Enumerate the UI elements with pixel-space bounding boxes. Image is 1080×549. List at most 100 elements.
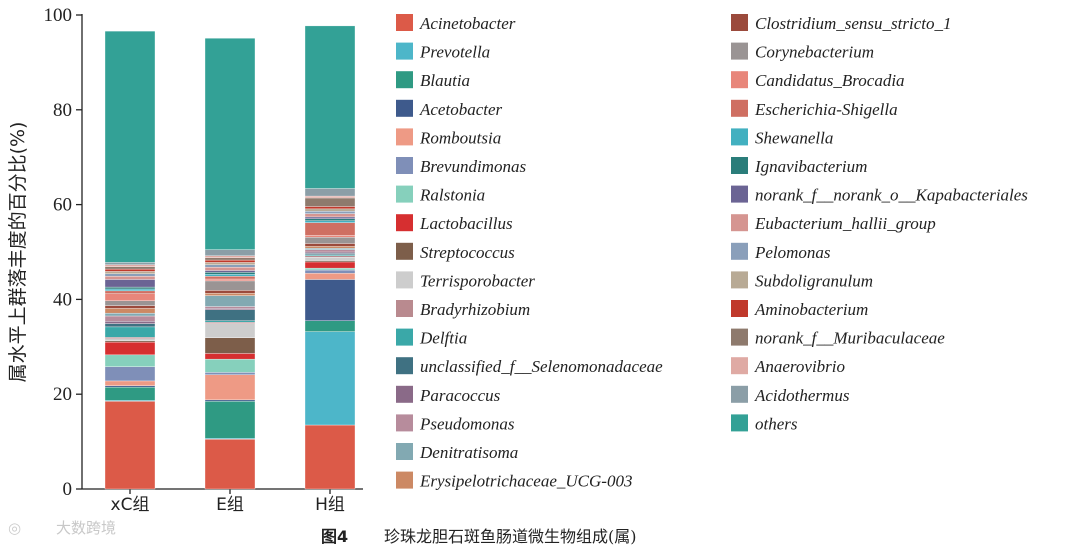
y-tick-label: 20: [53, 384, 72, 405]
bar-segment: [204, 280, 256, 291]
bar-segment: [304, 243, 356, 247]
legend-label: Ralstonia: [419, 186, 485, 205]
bar-segment: [104, 268, 156, 272]
bar-segment: [104, 340, 156, 343]
bar-segment: [204, 272, 256, 275]
bar-segment: [204, 309, 256, 321]
bar-segment: [104, 326, 156, 338]
legend-swatch: [396, 271, 413, 289]
legend-label: Romboutsia: [419, 128, 501, 147]
bar-segment: [304, 273, 356, 280]
legend-label: Bradyrhizobium: [420, 300, 530, 319]
bar-segment: [304, 257, 356, 261]
bar-segment: [104, 354, 156, 367]
legend-label: Corynebacterium: [755, 43, 874, 62]
bar-segment: [204, 353, 256, 360]
bar-segment: [204, 295, 256, 307]
bar-segment: [104, 262, 156, 265]
bar-segment: [304, 222, 356, 236]
bar-segment: [204, 439, 256, 490]
legend-swatch: [396, 128, 413, 146]
legend-label: norank_f__norank_o__Kapabacteriales: [755, 186, 1028, 205]
bar-segment: [204, 264, 256, 268]
bar-segment: [204, 257, 256, 261]
bar-segment: [104, 338, 156, 341]
legend-label: Aminobacterium: [754, 300, 868, 319]
legend-swatch: [731, 71, 748, 89]
bar-segment: [104, 273, 156, 277]
legend-label: Pseudomonas: [419, 414, 515, 433]
bar-segment: [104, 264, 156, 267]
bar-segment: [304, 249, 356, 253]
legend-swatch: [396, 443, 413, 460]
watermark-icon: ◎: [8, 519, 21, 537]
legend-label: Streptococcus: [420, 243, 515, 262]
bar-segment: [204, 278, 256, 282]
bar-segment: [104, 286, 156, 290]
bar-segment: [204, 275, 256, 280]
bar-segment: [204, 38, 256, 250]
bar-segment: [104, 300, 156, 306]
bar-segment: [104, 337, 156, 339]
legend-label: Candidatus_Brocadia: [755, 71, 905, 90]
legend-label: Subdoligranulum: [755, 271, 873, 290]
legend-label: Ignavibacterium: [754, 157, 867, 176]
legend-label: norank_f__Muribaculaceae: [755, 329, 945, 348]
bar-segment: [304, 424, 356, 490]
legend-label: others: [755, 414, 798, 433]
bar-segment: [204, 358, 256, 373]
y-tick-label: 40: [53, 289, 72, 310]
legend-swatch: [396, 14, 413, 31]
bar-segment: [304, 248, 356, 250]
bar-segment: [104, 312, 156, 317]
bar-segment: [304, 220, 356, 223]
bar-segment: [304, 197, 356, 207]
bar-segment: [104, 288, 156, 292]
bar-segment: [304, 25, 356, 189]
bar-segment: [104, 385, 156, 388]
legend-swatch: [396, 71, 413, 89]
bar-segment: [104, 380, 156, 386]
legend-label: Paracoccus: [419, 386, 501, 405]
legend-swatch: [731, 14, 748, 31]
legend-swatch: [731, 157, 748, 174]
legend-swatch: [731, 99, 748, 117]
x-category-label: E组: [216, 495, 244, 515]
legend-label: Erysipelotrichaceae_UCG-003: [419, 472, 632, 491]
legend-label: Clostridium_sensu_stricto_1: [755, 14, 951, 33]
caption-text: 珍珠龙胆石斑鱼肠道微生物组成(属): [384, 527, 637, 546]
bar-segment: [204, 320, 256, 323]
legend-label: Acetobacter: [419, 100, 503, 119]
bar-segment: [104, 293, 156, 301]
bar-segment: [304, 267, 356, 271]
y-tick-label: 60: [53, 195, 72, 216]
legend-label: Denitratisoma: [419, 443, 518, 462]
legend-swatch: [396, 185, 413, 203]
legend-swatch: [396, 357, 413, 375]
bar-segment: [204, 323, 256, 338]
y-axis-label: 属水平上群落丰度的百分比(%): [7, 122, 29, 383]
legend-label: Delftia: [419, 329, 467, 348]
bar-segment: [204, 255, 256, 258]
bar-segment: [204, 274, 256, 277]
bar-segment: [104, 401, 156, 490]
legend-label: Escherichia-Shigella: [754, 100, 898, 119]
caption-label: 图4: [321, 527, 348, 546]
bar-segment: [104, 271, 156, 274]
legend-swatch: [396, 300, 413, 317]
y-tick-label: 80: [53, 100, 72, 121]
legend-swatch: [396, 414, 413, 432]
bar-segment: [304, 279, 356, 321]
bar-segment: [204, 399, 256, 402]
legend-swatch: [731, 414, 748, 432]
bar-segment: [104, 366, 156, 382]
bar-segment: [204, 270, 256, 273]
legend-label: Acinetobacter: [419, 14, 516, 33]
bar-segment: [304, 213, 356, 218]
legend-label: Lactobacillus: [419, 214, 513, 233]
bar-segment: [104, 290, 156, 294]
bar-segment: [304, 195, 356, 199]
chart-legend: Acinetobacter Prevotella Blautia Acetobacte…: [396, 14, 1028, 491]
legend-label: Anaerovibrio: [754, 357, 845, 376]
